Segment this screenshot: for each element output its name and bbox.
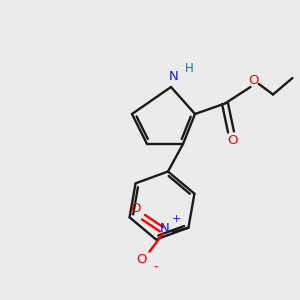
Text: O: O [130,202,140,215]
Text: +: + [172,214,181,224]
Text: N: N [169,70,178,83]
Text: O: O [248,74,259,87]
Text: O: O [136,253,146,266]
Text: -: - [154,260,158,273]
Text: N: N [160,222,169,235]
Text: O: O [227,134,238,147]
Text: H: H [184,62,194,75]
